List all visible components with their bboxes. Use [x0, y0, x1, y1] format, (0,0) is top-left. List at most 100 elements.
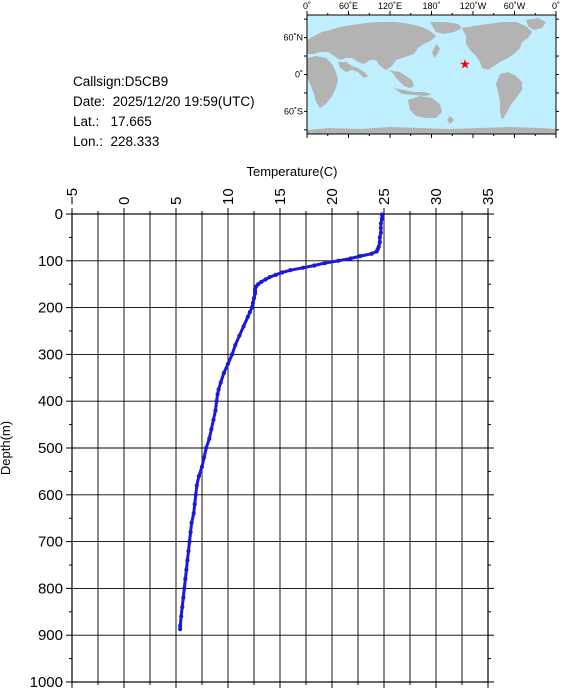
profile-point [251, 296, 257, 301]
map-longitude-label: 60˚W [504, 1, 526, 11]
y-tick-label: 100 [38, 253, 63, 270]
profile-point [250, 300, 256, 306]
land-greenland [526, 18, 546, 30]
land-japan [432, 44, 440, 58]
temperature-profile-points [178, 212, 385, 632]
land-south-america [496, 72, 522, 120]
profile-point [300, 265, 305, 270]
map-longitude-label: 120˚W [460, 1, 487, 11]
profile-point [218, 380, 223, 385]
profile-point [336, 258, 341, 263]
y-axis-title: Depth(m) [0, 421, 13, 475]
profile-point [322, 261, 327, 266]
profile-point [378, 221, 383, 226]
profile-point [188, 530, 193, 535]
latitude-text: Lat.: 17.665 [73, 114, 152, 129]
land-new-zealand [447, 116, 454, 124]
profile-point [216, 387, 221, 392]
profile-point [183, 576, 188, 582]
profile-point [378, 230, 383, 235]
profile-point [179, 614, 184, 619]
profile-point [184, 567, 189, 572]
profile-point [377, 235, 382, 240]
x-tick-label: 30 [428, 188, 445, 205]
map-longitude-label: 0˚ [552, 1, 560, 11]
x-tick-label: 5 [168, 197, 185, 205]
profile-point [312, 263, 317, 268]
x-tick-label: −5 [64, 188, 81, 205]
x-tick-label: 15 [272, 188, 289, 205]
profile-point [267, 275, 272, 280]
profile-point [211, 417, 216, 423]
profile-point [186, 548, 191, 554]
profile-point [191, 511, 196, 516]
profile-point [348, 256, 353, 261]
profile-point [247, 310, 252, 315]
profile-point [189, 520, 194, 525]
map-longitude-label: 180˚ [422, 1, 440, 11]
profile-point [259, 279, 264, 284]
y-tick-label: 400 [38, 393, 63, 410]
profile-point [181, 595, 186, 600]
x-tick-label: 10 [220, 188, 237, 205]
station-marker: ★ [459, 58, 471, 73]
map-ticks [304, 11, 559, 138]
profile-point [245, 314, 250, 320]
profile-point [178, 627, 183, 632]
grid [71, 213, 489, 683]
land-arabia-india [338, 62, 368, 78]
y-tick-label: 500 [38, 440, 63, 457]
land-antarctica [307, 127, 556, 134]
map-longitude-label: 60˚E [339, 1, 358, 11]
longitude-text: Lon.: 228.333 [73, 134, 160, 149]
profile-point [377, 239, 382, 245]
callsign-text: Callsign:D5CB9 [73, 74, 169, 89]
profile-point [230, 352, 235, 357]
y-tick-label: 0 [55, 206, 63, 223]
profile-point [214, 399, 219, 404]
date-text: Date: 2025/12/20 19:59(UTC) [73, 94, 255, 109]
land-europe-asia [307, 22, 436, 70]
x-axis-title: Temperature(C) [246, 164, 337, 179]
profile-point [192, 502, 197, 507]
profile-point [207, 436, 212, 441]
y-tick-label: 200 [38, 300, 63, 317]
profile-point [379, 216, 385, 221]
world-map: 0˚ 60˚E 120˚E 180˚ 120˚W 60˚W 0˚ 60˚N 0˚ 60˚S ★ [283, 1, 560, 138]
profile-point [180, 605, 185, 610]
station-info: Callsign:D5CB9 Date: 2025/12/20 19:59(UT… [73, 72, 255, 152]
profile-point [213, 408, 218, 413]
land-indonesia [394, 88, 432, 96]
profile-point [201, 455, 207, 460]
profile-point [369, 251, 374, 256]
profile-point [263, 277, 268, 282]
map-latitude-labels: 60˚N 0˚ 60˚S [283, 33, 303, 117]
land-southeast-asia [386, 70, 414, 88]
land-north-america [462, 22, 532, 70]
y-tick-label: 1000 [30, 674, 63, 690]
profile-point [199, 464, 205, 469]
x-tick-label: 20 [324, 188, 341, 205]
map-latitude-label: 60˚N [283, 33, 303, 43]
profile-point [249, 305, 255, 310]
y-tick-label: 700 [38, 534, 63, 551]
map-latitude-label: 0˚ [295, 70, 303, 80]
map-latitude-label: 60˚S [284, 106, 303, 116]
x-tick-label: 35 [480, 188, 497, 205]
profile-point [233, 342, 238, 348]
map-longitude-label: 0˚ [303, 1, 311, 11]
profile-point [379, 212, 385, 217]
land-australia [408, 96, 442, 118]
profile-point [237, 333, 242, 338]
y-tick-label: 900 [38, 627, 63, 644]
map-land [307, 18, 556, 134]
land-africa [307, 56, 338, 108]
profile-point [378, 225, 383, 231]
y-tick-label: 600 [38, 487, 63, 504]
profile-point [273, 272, 278, 277]
y-tick-labels: 0 100 200 300 400 500 600 700 800 900 1000 [30, 206, 63, 690]
profile-point [196, 473, 201, 479]
profile-point [241, 324, 246, 329]
profile-point [225, 361, 231, 366]
